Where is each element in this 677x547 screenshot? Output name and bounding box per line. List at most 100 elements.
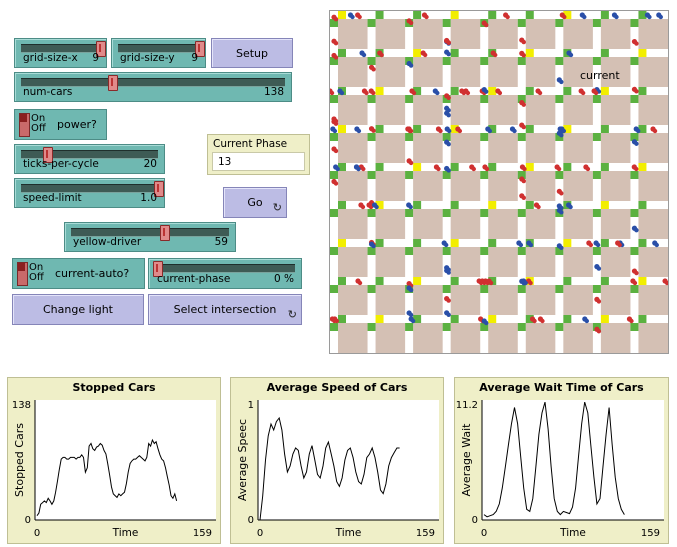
traffic-light (413, 315, 422, 323)
switch-off-label: Off (29, 272, 44, 283)
city-block (488, 57, 518, 87)
slider-thumb[interactable] (108, 75, 118, 91)
yellow-driver-slider[interactable]: yellow-driver 59 (64, 222, 236, 252)
current-auto-switch[interactable]: On Off current-auto? (12, 258, 145, 289)
x-max-tick-label: 159 (641, 528, 660, 539)
car (596, 266, 602, 271)
traffic-light (630, 57, 639, 65)
slider-thumb[interactable] (160, 225, 170, 241)
slider-value: 1.0 (140, 192, 157, 204)
traffic-light (338, 239, 346, 247)
traffic-light (630, 19, 639, 27)
traffic-light (367, 133, 376, 141)
car (523, 280, 528, 286)
switch-on-label: On (29, 262, 44, 273)
traffic-light (480, 285, 489, 293)
traffic-light (413, 11, 422, 19)
city-block (450, 95, 481, 125)
city-block (600, 285, 631, 315)
traffic-light (630, 133, 639, 141)
world-view[interactable]: current (329, 10, 669, 354)
car (422, 52, 428, 58)
traffic-light (630, 171, 639, 179)
num-cars-slider[interactable]: num-cars 138 (14, 72, 292, 102)
traffic-light (330, 133, 338, 141)
car (493, 52, 498, 58)
city-block (525, 285, 556, 315)
traffic-light (375, 277, 384, 285)
traffic-light (367, 209, 376, 217)
x-max-tick-label: 159 (416, 528, 435, 539)
traffic-light (592, 171, 601, 179)
setup-button[interactable]: Setup (211, 38, 293, 68)
slider-thumb[interactable] (154, 181, 164, 197)
monitor-label: Current Phase (213, 138, 288, 150)
car (521, 39, 526, 45)
traffic-light (525, 49, 534, 57)
slider-thumb[interactable] (153, 261, 163, 277)
change-light-button[interactable]: Change light (12, 294, 144, 325)
city-block (450, 285, 481, 315)
forever-icon: ↻ (287, 308, 297, 321)
city-block (488, 95, 518, 125)
traffic-light (450, 201, 459, 209)
traffic-light (600, 239, 609, 247)
select-intersection-button[interactable]: Select intersection ↻ (148, 294, 302, 325)
ticks-per-cycle-slider[interactable]: ticks-per-cycle 20 (14, 144, 165, 174)
city-block (413, 57, 443, 87)
world-canvas[interactable] (330, 11, 668, 353)
traffic-light (330, 285, 338, 293)
traffic-light (338, 125, 346, 133)
car (350, 14, 355, 20)
speed-limit-slider[interactable]: speed-limit 1.0 (14, 178, 165, 208)
stopped-cars-plot: Stopped Cars 138 0 0 159 Time Stopped Cars (7, 377, 221, 544)
forever-icon: ↻ (272, 201, 282, 214)
switch-handle[interactable] (17, 262, 28, 286)
car (634, 270, 639, 276)
traffic-light (517, 171, 526, 179)
city-block (375, 171, 406, 201)
city-block (413, 247, 443, 277)
car (443, 242, 449, 248)
city-block (600, 57, 631, 87)
go-button[interactable]: Go ↻ (223, 187, 287, 218)
traffic-light (330, 95, 338, 103)
car (333, 148, 339, 154)
grid-size-y-slider[interactable]: grid-size-y 9 (111, 38, 206, 68)
city-block (375, 19, 406, 49)
switch-label: current-auto? (55, 267, 130, 280)
y-axis-label: Stopped Cars (13, 423, 26, 497)
traffic-light (480, 95, 489, 103)
traffic-light (367, 19, 376, 27)
slider-thumb[interactable] (96, 41, 106, 57)
car (652, 128, 658, 134)
car (379, 52, 384, 58)
grid-size-x-slider[interactable]: grid-size-x 9 (14, 38, 107, 68)
average-wait-plot: Average Wait Time of Cars 11.2 0 0 159 Time A… (454, 377, 669, 544)
car (521, 195, 526, 201)
car (559, 79, 564, 85)
city-block (338, 209, 368, 239)
car (540, 318, 545, 324)
switch-handle[interactable] (19, 113, 30, 137)
slider-thumb[interactable] (195, 41, 205, 57)
traffic-light (488, 163, 497, 171)
slider-track (71, 228, 229, 237)
car (654, 242, 659, 248)
traffic-light (442, 133, 451, 141)
power-switch[interactable]: On Off power? (14, 109, 107, 140)
car (436, 166, 441, 172)
traffic-light (450, 49, 459, 57)
car (333, 17, 339, 22)
plot-canvas: 1 00 159 Time Average Speec (236, 400, 439, 539)
traffic-light (563, 315, 572, 323)
city-block (638, 323, 668, 353)
traffic-light (450, 163, 459, 171)
current-phase-slider[interactable]: current-phase 0 % (148, 258, 302, 289)
car (528, 280, 533, 286)
traffic-light (480, 209, 489, 217)
city-block (450, 57, 481, 87)
slider-thumb[interactable] (43, 147, 53, 163)
slider-track (155, 264, 295, 273)
city-block (638, 247, 668, 277)
